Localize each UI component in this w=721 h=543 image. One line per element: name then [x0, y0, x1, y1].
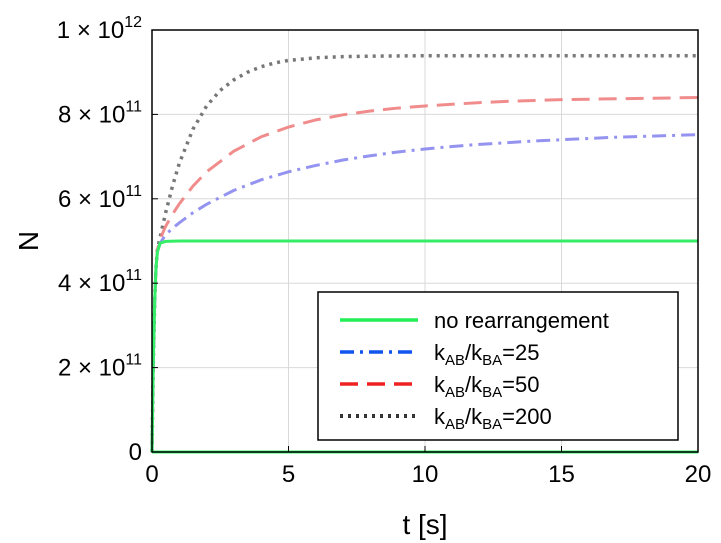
series-line-ratio-50 [150, 96, 699, 453]
x-tick-label: 5 [282, 461, 295, 488]
legend-label: kAB/kBA=50 [434, 372, 539, 401]
legend-item-no-rearrangement: no rearrangement [340, 308, 609, 333]
y-axis-label: N [13, 231, 44, 251]
legend-label-sub: BA [482, 416, 502, 433]
y-tick-label: 2 × 1011 [58, 352, 142, 382]
legend-item-ratio-50: kAB/kBA=50 [340, 372, 539, 401]
legend-label: no rearrangement [434, 308, 609, 333]
y-tick-mantissa: 8 × 10 [58, 101, 125, 128]
legend-box [317, 291, 679, 441]
y-tick-label: 8 × 1011 [58, 98, 142, 128]
legend-label-sub: BA [482, 352, 502, 369]
legend-label-sub: AB [445, 352, 465, 369]
y-tick-mantissa: 4 × 10 [58, 270, 125, 297]
x-tick-label: 0 [145, 461, 158, 488]
y-tick-label: 4 × 1011 [58, 267, 142, 297]
legend-label-sub: AB [445, 384, 465, 401]
legend-label: kAB/kBA=25 [434, 340, 539, 369]
legend-label-main: no rearrangement [434, 308, 609, 333]
legend-label-slash: / [465, 372, 472, 397]
legend-label-tail: =200 [502, 404, 552, 429]
legend: no rearrangementkAB/kBA=25kAB/kBA=50kAB/… [317, 291, 679, 441]
y-tick-exponent: 11 [125, 98, 142, 115]
y-tick-mantissa: 6 × 10 [58, 186, 125, 213]
legend-label-main: k [434, 372, 446, 397]
legend-label-main: k [434, 404, 446, 429]
legend-label: kAB/kBA=200 [434, 404, 552, 433]
x-axis-label: t [s] [402, 509, 447, 540]
legend-label-tail: =50 [502, 372, 539, 397]
x-tick-label: 15 [548, 461, 575, 488]
legend-item-ratio-25: kAB/kBA=25 [340, 340, 539, 369]
y-tick-exponent: 11 [125, 352, 142, 369]
y-tick-label: 6 × 1011 [58, 183, 142, 213]
y-tick-mantissa: 1 × 10 [57, 17, 124, 44]
y-tick-label: 1 × 1012 [57, 14, 142, 44]
y-tick-mantissa: 2 × 10 [58, 355, 125, 382]
legend-label-k: k [471, 372, 483, 397]
legend-label-sub: AB [445, 416, 465, 433]
legend-label-slash: / [465, 340, 472, 365]
x-tick-label: 20 [685, 461, 712, 488]
y-tick-mantissa: 0 [129, 439, 142, 466]
series-line-no-rearrangement [150, 239, 698, 453]
y-tick-exponent: 12 [124, 14, 142, 31]
legend-label-sub: BA [482, 384, 502, 401]
legend-label-tail: =25 [502, 340, 539, 365]
y-tick-exponent: 11 [125, 183, 142, 200]
legend-label-main: k [434, 340, 446, 365]
x-tick-label: 10 [412, 461, 439, 488]
legend-label-slash: / [465, 404, 472, 429]
y-tick-exponent: 11 [125, 267, 142, 284]
series-line-ratio-200 [150, 53, 698, 453]
y-tick-label: 0 [129, 439, 142, 466]
legend-item-ratio-200: kAB/kBA=200 [340, 404, 552, 433]
legend-label-k: k [471, 340, 483, 365]
legend-label-k: k [471, 404, 483, 429]
